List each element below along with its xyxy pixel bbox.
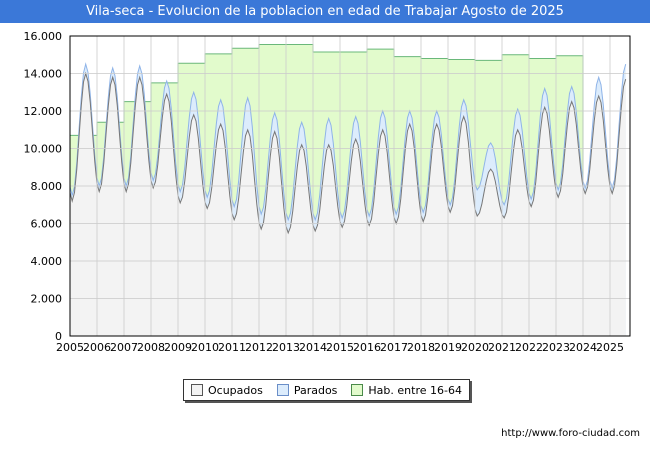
x-tick-label: 2009 (164, 341, 192, 354)
x-tick-label: 2025 (596, 341, 624, 354)
legend-label: Ocupados (207, 383, 263, 397)
legend: Ocupados Parados Hab. entre 16-64 (183, 379, 470, 401)
source-url[interactable]: http://www.foro-ciudad.com (501, 428, 640, 439)
legend-swatch-hab (351, 384, 364, 396)
plot-border (69, 35, 631, 337)
x-tick-label: 2020 (461, 341, 489, 354)
x-tick-label: 2022 (515, 341, 543, 354)
legend-item-ocupados: Ocupados (190, 383, 263, 397)
x-tick-label: 2013 (272, 341, 300, 354)
legend-item-hab: Hab. entre 16-64 (351, 384, 462, 397)
x-tick-label: 2014 (299, 341, 327, 354)
series-ocupados-line (69, 71, 627, 235)
legend-label: Hab. entre 16-64 (368, 383, 462, 397)
y-tick-label: 8.000 (31, 180, 63, 193)
x-tick-label: 2012 (245, 341, 273, 354)
y-tick-label: 10.000 (24, 143, 63, 156)
series-parados-line (69, 62, 627, 222)
x-tick-label: 2015 (326, 341, 354, 354)
legend-label: Parados (293, 383, 338, 397)
y-tick-label: 0 (55, 330, 62, 343)
x-tick-label: 2016 (353, 341, 381, 354)
y-tick-label: 4.000 (31, 255, 63, 268)
legend-item-parados: Parados (276, 383, 338, 397)
x-tick-label: 2019 (434, 341, 462, 354)
x-tick-label: 2017 (380, 341, 408, 354)
x-tick-label: 2023 (542, 341, 570, 354)
x-tick-label: 2021 (488, 341, 516, 354)
y-tick-label: 14.000 (24, 68, 63, 81)
y-tick-label: 12.000 (24, 105, 63, 118)
y-tick-label: 6.000 (31, 218, 63, 231)
chart-title: Vila-seca - Evolucion de la poblacion en… (0, 0, 650, 23)
x-tick-label: 2007 (110, 341, 138, 354)
x-tick-label: 2008 (137, 341, 165, 354)
x-tick-label: 2024 (569, 341, 597, 354)
x-tick-label: 2011 (218, 341, 246, 354)
x-tick-label: 2018 (407, 341, 435, 354)
x-tick-label: 2010 (191, 341, 219, 354)
legend-swatch-ocupados (190, 384, 203, 396)
y-tick-label: 2.000 (31, 293, 63, 306)
y-tick-label: 16.000 (24, 30, 63, 43)
legend-swatch-parados (276, 384, 289, 396)
x-tick-label: 2006 (83, 341, 111, 354)
x-tick-label: 2005 (56, 341, 84, 354)
series-ocupados-area (70, 73, 626, 336)
